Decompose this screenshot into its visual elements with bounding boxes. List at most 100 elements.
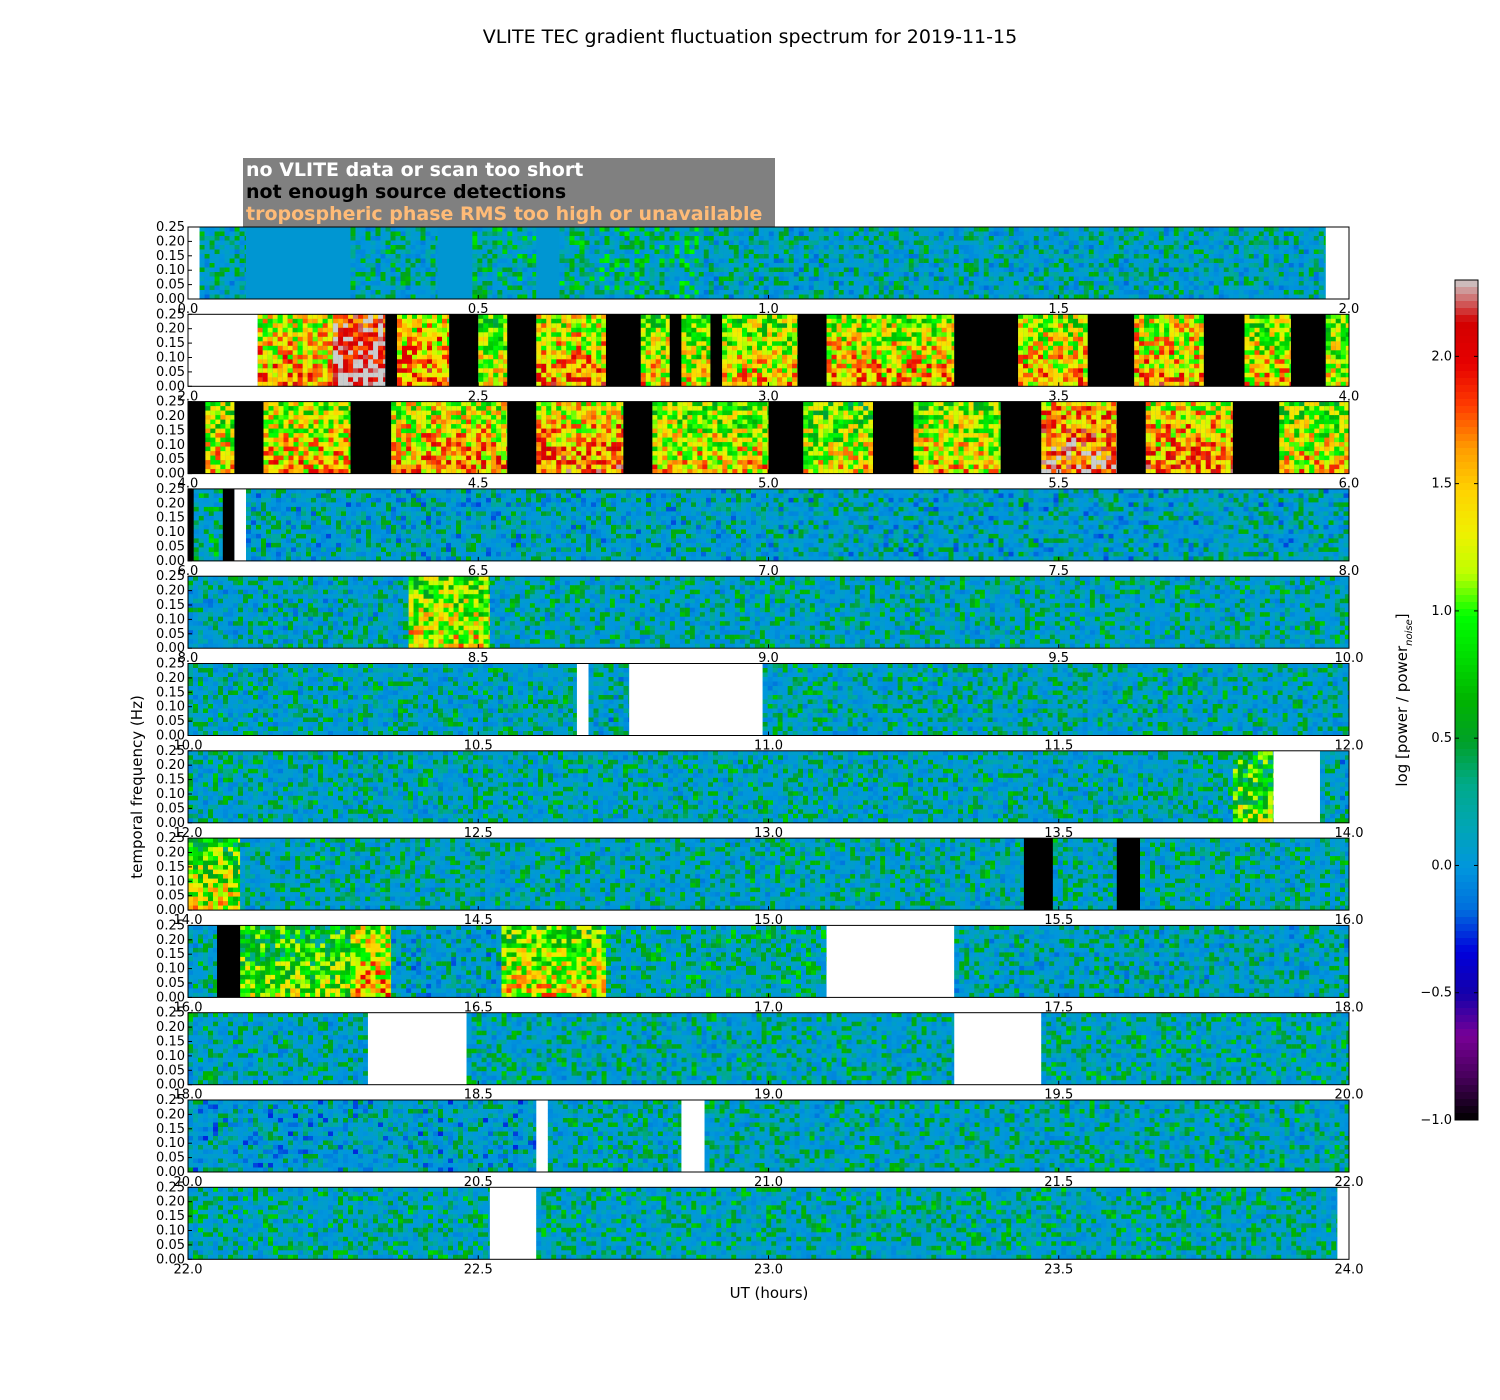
heatmap-cell xyxy=(351,286,356,291)
heatmap-cell xyxy=(979,250,984,255)
heatmap-cell xyxy=(656,314,661,319)
heatmap-cell xyxy=(949,250,954,255)
heatmap-cell xyxy=(556,328,561,333)
heatmap-cell xyxy=(1164,277,1169,282)
heatmap-cell xyxy=(483,350,488,355)
heatmap-cell xyxy=(727,355,732,360)
heatmap-cell xyxy=(799,232,804,237)
heatmap-cell xyxy=(353,323,358,328)
heatmap-cell xyxy=(268,364,273,369)
heatmap-cell xyxy=(1294,277,1299,282)
heatmap-cell xyxy=(772,355,777,360)
heatmap-cell xyxy=(974,250,979,255)
heatmap-cell xyxy=(1014,272,1019,277)
heatmap-cell xyxy=(406,277,411,282)
heatmap-cell xyxy=(298,332,303,337)
heatmap-cell xyxy=(660,259,665,264)
heatmap-cell xyxy=(1224,263,1229,268)
heatmap-cell xyxy=(431,277,436,282)
heatmap-cell xyxy=(1023,373,1028,378)
heatmap-cell xyxy=(427,346,432,351)
heatmap-cell xyxy=(769,286,774,291)
heatmap-cell xyxy=(1084,290,1089,295)
heatmap-cell xyxy=(651,350,656,355)
heatmap-cell xyxy=(1044,277,1049,282)
heatmap-cell xyxy=(333,341,338,346)
heatmap-cell xyxy=(541,355,546,360)
heatmap-cell xyxy=(999,254,1004,259)
heatmap-cell xyxy=(847,373,852,378)
heatmap-cell xyxy=(630,232,635,237)
heatmap-cell xyxy=(576,355,581,360)
heatmap-cell xyxy=(245,227,246,232)
heatmap-cell xyxy=(230,227,235,232)
heatmap-cell xyxy=(844,227,849,232)
heatmap-cell xyxy=(356,286,361,291)
heatmap-cell xyxy=(1324,254,1326,259)
heatmap-cell xyxy=(498,328,503,333)
heatmap-cell xyxy=(371,245,376,250)
heatmap-cell xyxy=(824,272,829,277)
heatmap-cell xyxy=(536,368,541,373)
heatmap-cell xyxy=(541,364,546,369)
heatmap-cell xyxy=(483,377,488,382)
heatmap-cell xyxy=(313,323,318,328)
heatmap-cell xyxy=(422,332,427,337)
heatmap-cell xyxy=(551,319,556,324)
heatmap-cell xyxy=(328,323,333,328)
heatmap-cell xyxy=(356,277,361,282)
heatmap-cell xyxy=(426,245,431,250)
heatmap-cell xyxy=(591,337,596,342)
heatmap-cell xyxy=(872,314,877,319)
heatmap-cell xyxy=(884,250,889,255)
heatmap-cell xyxy=(263,364,268,369)
heatmap-cell xyxy=(1299,277,1304,282)
heatmap-cell xyxy=(541,319,546,324)
heatmap-cell xyxy=(979,241,984,246)
heatmap-cell xyxy=(1249,236,1254,241)
heatmap-cell xyxy=(366,254,371,259)
heatmap-cell xyxy=(1024,263,1029,268)
heatmap-cell xyxy=(426,286,431,291)
heatmap-cell xyxy=(932,359,937,364)
heatmap-cell xyxy=(1274,232,1279,237)
heatmap-cell xyxy=(1274,281,1279,286)
heatmap-cell xyxy=(245,254,246,259)
heatmap-cell xyxy=(1294,263,1299,268)
heatmap-cell xyxy=(527,236,532,241)
heatmap-cell xyxy=(882,332,887,337)
heatmap-cell xyxy=(882,337,887,342)
heatmap-cell xyxy=(565,227,570,232)
heatmap-cell xyxy=(230,254,235,259)
heatmap-cell xyxy=(630,254,635,259)
heatmap-cell xyxy=(620,232,625,237)
heatmap-cell xyxy=(722,346,727,351)
heatmap-cell xyxy=(892,350,897,355)
heatmap-cell xyxy=(560,227,565,232)
heatmap-cell xyxy=(205,232,210,237)
heatmap-cell xyxy=(1184,263,1189,268)
heatmap-cell xyxy=(854,281,859,286)
heatmap-cell xyxy=(696,350,701,355)
heatmap-cell xyxy=(1304,232,1309,237)
heatmap-cell xyxy=(343,346,348,351)
heatmap-cell xyxy=(782,346,787,351)
heatmap-cell xyxy=(872,373,877,378)
heatmap-cell xyxy=(363,359,368,364)
heatmap-cell xyxy=(1259,268,1264,273)
heatmap-cell xyxy=(437,355,442,360)
heatmap-cell xyxy=(601,359,606,364)
heatmap-cell xyxy=(701,314,706,319)
heatmap-cell xyxy=(640,268,645,273)
heatmap-cell xyxy=(964,263,969,268)
heatmap-cell xyxy=(323,337,328,342)
heatmap-cell xyxy=(1309,290,1314,295)
heatmap-cell xyxy=(383,337,385,342)
heatmap-cell xyxy=(655,286,660,291)
heatmap-cell xyxy=(747,373,752,378)
heatmap-cell xyxy=(411,268,416,273)
heatmap-cell xyxy=(724,286,729,291)
heatmap-cell xyxy=(804,232,809,237)
heatmap-cell xyxy=(747,346,752,351)
heatmap-cell xyxy=(660,286,665,291)
